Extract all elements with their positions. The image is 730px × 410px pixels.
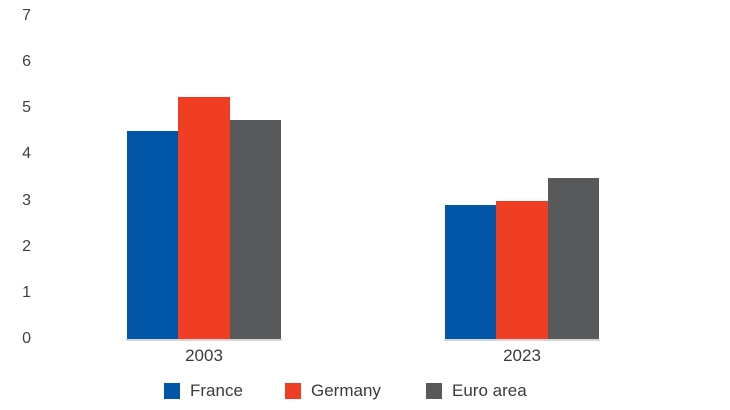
bar-euro-area-2023	[547, 177, 599, 339]
legend-color-swatch	[426, 383, 442, 399]
y-axis-tick-label: 3	[22, 191, 31, 209]
y-axis-tick-label: 7	[22, 7, 31, 24]
x-axis-label-2003: 2003	[185, 346, 223, 365]
bar-france-2003	[127, 131, 179, 339]
bar-group-2023	[445, 16, 599, 339]
legend-label: Euro area	[452, 381, 527, 400]
x-axis-label-2023: 2023	[503, 346, 541, 365]
legend-label: Germany	[311, 381, 381, 400]
bar-france-2023	[445, 205, 497, 339]
legend-color-swatch	[164, 383, 180, 399]
legend-label: France	[190, 381, 243, 400]
baseline	[126, 339, 282, 341]
legend-item-france: France	[164, 381, 243, 401]
legend-item-germany: Germany	[285, 381, 381, 401]
baseline	[444, 339, 600, 341]
bar-euro-area-2003	[229, 119, 281, 339]
y-axis-tick-label: 0	[22, 330, 31, 347]
y-axis-tick-label: 4	[22, 145, 31, 163]
bar-group-2003	[127, 16, 281, 339]
y-axis-tick-label: 1	[22, 283, 31, 301]
bar-germany-2023	[496, 200, 548, 339]
y-axis-tick-label: 5	[22, 99, 31, 117]
legend-item-euro-area: Euro area	[426, 381, 527, 401]
legend-color-swatch	[285, 383, 301, 399]
y-axis-tick-label: 2	[22, 237, 31, 255]
y-axis-tick-label: 6	[22, 53, 31, 71]
bar-germany-2003	[178, 96, 230, 339]
